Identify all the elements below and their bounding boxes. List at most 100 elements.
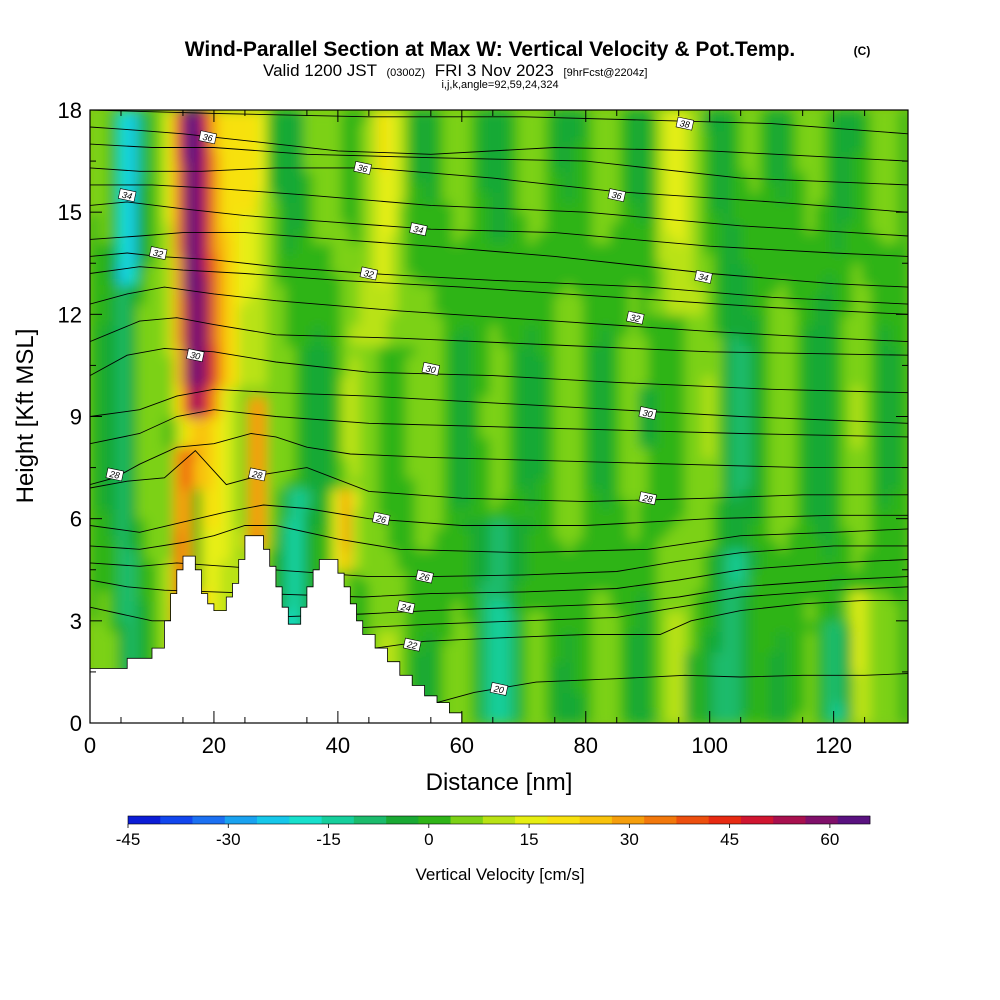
- velocity-cell: [136, 242, 147, 254]
- velocity-cell: [396, 171, 408, 183]
- velocity-cell: [127, 130, 138, 142]
- velocity-cell: [592, 273, 603, 285]
- velocity-cell: [750, 426, 761, 438]
- velocity-cell: [740, 467, 751, 479]
- velocity-cell: [220, 283, 231, 295]
- velocity-cell: [471, 477, 482, 489]
- velocity-cell: [526, 253, 538, 265]
- velocity-cell: [257, 110, 268, 122]
- velocity-cell: [508, 263, 519, 275]
- velocity-cell: [638, 467, 649, 479]
- velocity-cell: [647, 631, 658, 643]
- velocity-cell: [350, 477, 361, 489]
- velocity-cell: [526, 447, 538, 459]
- velocity-cell: [768, 110, 779, 122]
- velocity-cell: [712, 171, 724, 183]
- velocity-cell: [238, 518, 249, 530]
- velocity-cell: [99, 304, 110, 316]
- velocity-cell: [99, 212, 110, 224]
- velocity-cell: [852, 314, 863, 326]
- velocity-cell: [601, 375, 612, 387]
- velocity-cell: [768, 590, 779, 602]
- velocity-cell: [619, 477, 631, 489]
- velocity-cell: [220, 355, 231, 367]
- velocity-cell: [536, 590, 547, 602]
- velocity-cell: [248, 365, 259, 377]
- velocity-cell: [740, 498, 751, 510]
- velocity-cell: [787, 334, 798, 346]
- velocity-cell: [675, 263, 686, 275]
- velocity-cell: [573, 283, 584, 295]
- velocity-cell: [750, 140, 761, 152]
- velocity-cell: [248, 447, 259, 459]
- velocity-cell: [183, 273, 194, 285]
- velocity-cell: [396, 508, 408, 520]
- velocity-cell: [285, 477, 296, 489]
- forecast-run: [9hrFcst@2204z]: [564, 67, 648, 79]
- velocity-cell: [545, 488, 556, 500]
- velocity-cell: [359, 140, 370, 152]
- velocity-cell: [452, 671, 463, 684]
- velocity-cell: [684, 539, 696, 551]
- velocity-cell: [824, 620, 835, 632]
- velocity-cell: [433, 283, 445, 295]
- velocity-cell: [396, 539, 408, 551]
- velocity-cell: [387, 641, 398, 653]
- velocity-cell: [824, 682, 835, 694]
- velocity-cell: [731, 692, 742, 704]
- velocity-cell: [759, 140, 770, 152]
- velocity-cell: [684, 110, 696, 122]
- velocity-cell: [452, 426, 463, 438]
- velocity-cell: [387, 426, 398, 438]
- velocity-cell: [740, 273, 751, 285]
- velocity-cell: [266, 365, 277, 377]
- velocity-cell: [517, 702, 528, 714]
- velocity-cell: [536, 222, 547, 234]
- velocity-cell: [842, 140, 854, 152]
- velocity-cell: [331, 365, 342, 377]
- velocity-cell: [815, 600, 826, 612]
- velocity-cell: [90, 140, 101, 152]
- velocity-cell: [768, 539, 779, 551]
- velocity-cell: [629, 682, 640, 694]
- velocity-cell: [852, 467, 863, 479]
- velocity-cell: [526, 334, 538, 346]
- velocity-cell: [164, 273, 175, 285]
- velocity-cell: [266, 334, 277, 346]
- velocity-cell: [526, 498, 538, 510]
- velocity-cell: [694, 539, 705, 551]
- velocity-cell: [499, 242, 510, 254]
- velocity-cell: [424, 283, 435, 295]
- velocity-cell: [657, 436, 668, 449]
- velocity-cell: [313, 283, 324, 295]
- velocity-cell: [117, 242, 129, 254]
- velocity-cell: [768, 702, 779, 714]
- velocity-cell: [526, 549, 538, 561]
- velocity-cell: [852, 416, 863, 428]
- velocity-cell: [424, 263, 435, 275]
- velocity-cell: [647, 651, 658, 663]
- velocity-cell: [750, 631, 761, 643]
- velocity-cell: [173, 304, 184, 316]
- velocity-cell: [210, 436, 222, 449]
- velocity-cell: [461, 385, 473, 397]
- velocity-cell: [452, 702, 463, 714]
- velocity-cell: [313, 140, 324, 152]
- velocity-cell: [248, 355, 259, 367]
- velocity-cell: [805, 140, 817, 152]
- velocity-cell: [554, 447, 566, 459]
- velocity-cell: [378, 273, 389, 285]
- velocity-cell: [508, 600, 519, 612]
- velocity-cell: [731, 559, 742, 571]
- velocity-cell: [433, 314, 445, 326]
- velocity-cell: [266, 447, 277, 459]
- velocity-cell: [396, 293, 408, 306]
- velocity-cell: [824, 150, 835, 163]
- velocity-cell: [322, 345, 333, 357]
- velocity-cell: [275, 518, 287, 530]
- velocity-cell: [842, 345, 854, 357]
- velocity-cell: [694, 181, 705, 193]
- velocity-cell: [619, 304, 631, 316]
- velocity-cell: [229, 498, 240, 510]
- velocity-cell: [703, 222, 714, 234]
